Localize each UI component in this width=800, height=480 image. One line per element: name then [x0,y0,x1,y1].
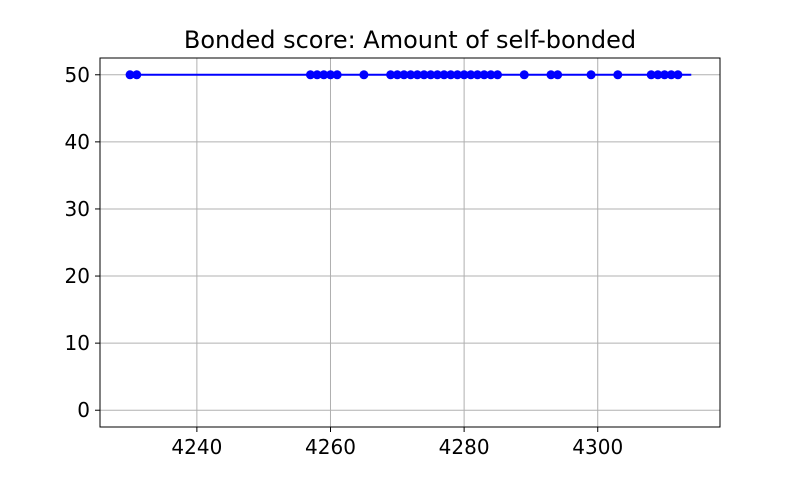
data-series [125,70,692,80]
data-point [452,70,462,80]
y-tick-label: 50 [65,63,90,87]
y-tick-label: 30 [65,197,90,221]
data-point [486,70,496,80]
data-point [432,70,442,80]
x-tick-label: 4240 [171,435,222,459]
data-point [459,70,469,80]
data-point [472,70,482,80]
y-tick-label: 0 [77,398,90,422]
x-tick-label: 4280 [439,435,490,459]
data-point [359,70,369,80]
data-point [446,70,456,80]
data-point [493,70,503,80]
grid-lines [100,58,720,427]
x-tick-label: 4300 [572,435,623,459]
data-point [312,70,322,80]
data-point [132,70,142,80]
data-point [546,70,556,80]
data-point [426,70,436,80]
data-point [406,70,416,80]
data-point [305,70,315,80]
data-point [466,70,476,80]
data-point [660,70,670,80]
data-point [412,70,422,80]
data-point [386,70,396,80]
axes: 4240 4260 4280 4300 0 10 20 30 40 50 [65,63,624,459]
data-point [613,70,623,80]
data-point [479,70,489,80]
data-point [419,70,429,80]
data-point [519,70,529,80]
data-point [399,70,409,80]
data-point [653,70,663,80]
data-point [553,70,563,80]
x-tick-label: 4260 [305,435,356,459]
data-point [586,70,596,80]
data-point [392,70,402,80]
data-point [325,70,335,80]
data-point [439,70,449,80]
y-tick-label: 40 [65,130,90,154]
data-point [666,70,676,80]
plot-frame [99,57,721,428]
data-point [673,70,683,80]
y-tick-label: 20 [65,264,90,288]
data-point [319,70,329,80]
data-point [125,70,135,80]
data-point [332,70,342,80]
y-tick-label: 10 [65,331,90,355]
chart-title: Bonded score: Amount of self-bonded [184,26,636,54]
data-point [646,70,656,80]
